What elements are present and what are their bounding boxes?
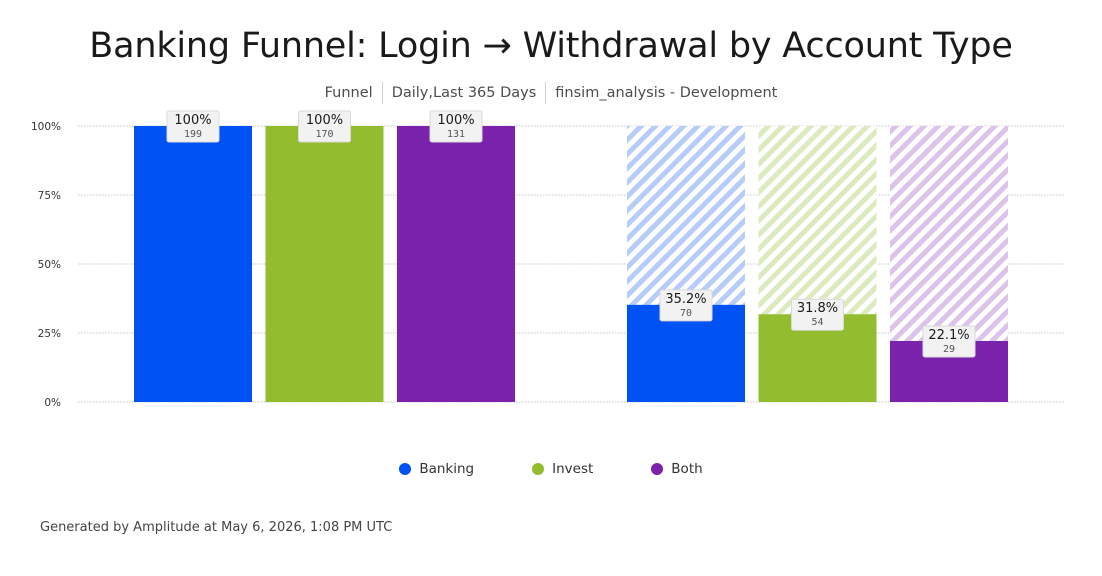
data-label-count: 131 — [447, 129, 465, 140]
dropoff-bar[interactable] — [890, 126, 1008, 342]
y-tick-label: 75% — [38, 190, 61, 202]
y-tick-label: 50% — [38, 259, 61, 271]
data-label-percent: 100% — [437, 113, 474, 128]
legend-item-invest[interactable]: Invest — [532, 461, 593, 477]
data-label-percent: 35.2% — [665, 292, 706, 307]
legend: Banking Invest Both — [0, 461, 1102, 477]
data-label-box — [429, 110, 483, 143]
data-label-count: 70 — [680, 308, 692, 319]
legend-dot-icon — [399, 463, 412, 475]
data-label-percent: 22.1% — [928, 328, 969, 343]
legend-item-both[interactable]: Both — [651, 461, 703, 477]
y-tick-label: 25% — [38, 328, 61, 340]
legend-label: Both — [671, 461, 703, 477]
gridlines — [78, 125, 1064, 403]
bar-both-step-1[interactable] — [397, 126, 515, 402]
data-label-box — [791, 298, 844, 331]
bars — [134, 126, 1008, 402]
subtitle-chart-type: Funnel — [324, 85, 373, 101]
bar-invest-step-1[interactable] — [265, 126, 384, 402]
dropoff-bar[interactable] — [758, 126, 877, 315]
funnel-chart: 100%75%50%25%0% 100%199100%170100%13135.… — [31, 110, 1064, 409]
chart-title: Banking Funnel: Login → Withdrawal by Ac… — [89, 26, 1013, 66]
data-label-box — [922, 325, 976, 358]
legend-item-banking[interactable]: Banking — [399, 461, 474, 477]
subtitle-divider — [545, 82, 547, 104]
subtitle-date-range: Daily,Last 365 Days — [391, 85, 537, 101]
y-tick-label: 0% — [44, 397, 61, 409]
dropoff-bar[interactable] — [627, 126, 745, 305]
data-label-box — [298, 110, 351, 143]
data-label-count: 199 — [184, 129, 202, 140]
data-label-count: 170 — [315, 129, 333, 140]
bar-banking-step-1[interactable] — [134, 126, 252, 402]
data-label-percent: 100% — [174, 113, 211, 128]
legend-dot-icon — [651, 463, 664, 475]
subtitle-divider — [381, 82, 383, 104]
data-label-box — [659, 289, 713, 322]
data-label-box — [166, 110, 220, 143]
chart-subtitle: Funnel Daily,Last 365 Days finsim_analys… — [0, 82, 1102, 104]
y-tick-label: 100% — [31, 121, 61, 133]
subtitle-project: finsim_analysis - Development — [555, 85, 778, 101]
footer-note: Generated by Amplitude at May 6, 2026, 1… — [40, 520, 393, 535]
data-label-count: 54 — [811, 317, 823, 328]
data-label-percent: 31.8% — [797, 301, 838, 316]
legend-label: Invest — [552, 461, 594, 477]
data-label-percent: 100% — [306, 113, 343, 128]
legend-dot-icon — [532, 463, 545, 475]
data-label-count: 29 — [943, 344, 955, 355]
legend-label: Banking — [419, 461, 475, 477]
y-axis-ticks: 100% 75% 50% 25% 0% — [31, 121, 61, 409]
